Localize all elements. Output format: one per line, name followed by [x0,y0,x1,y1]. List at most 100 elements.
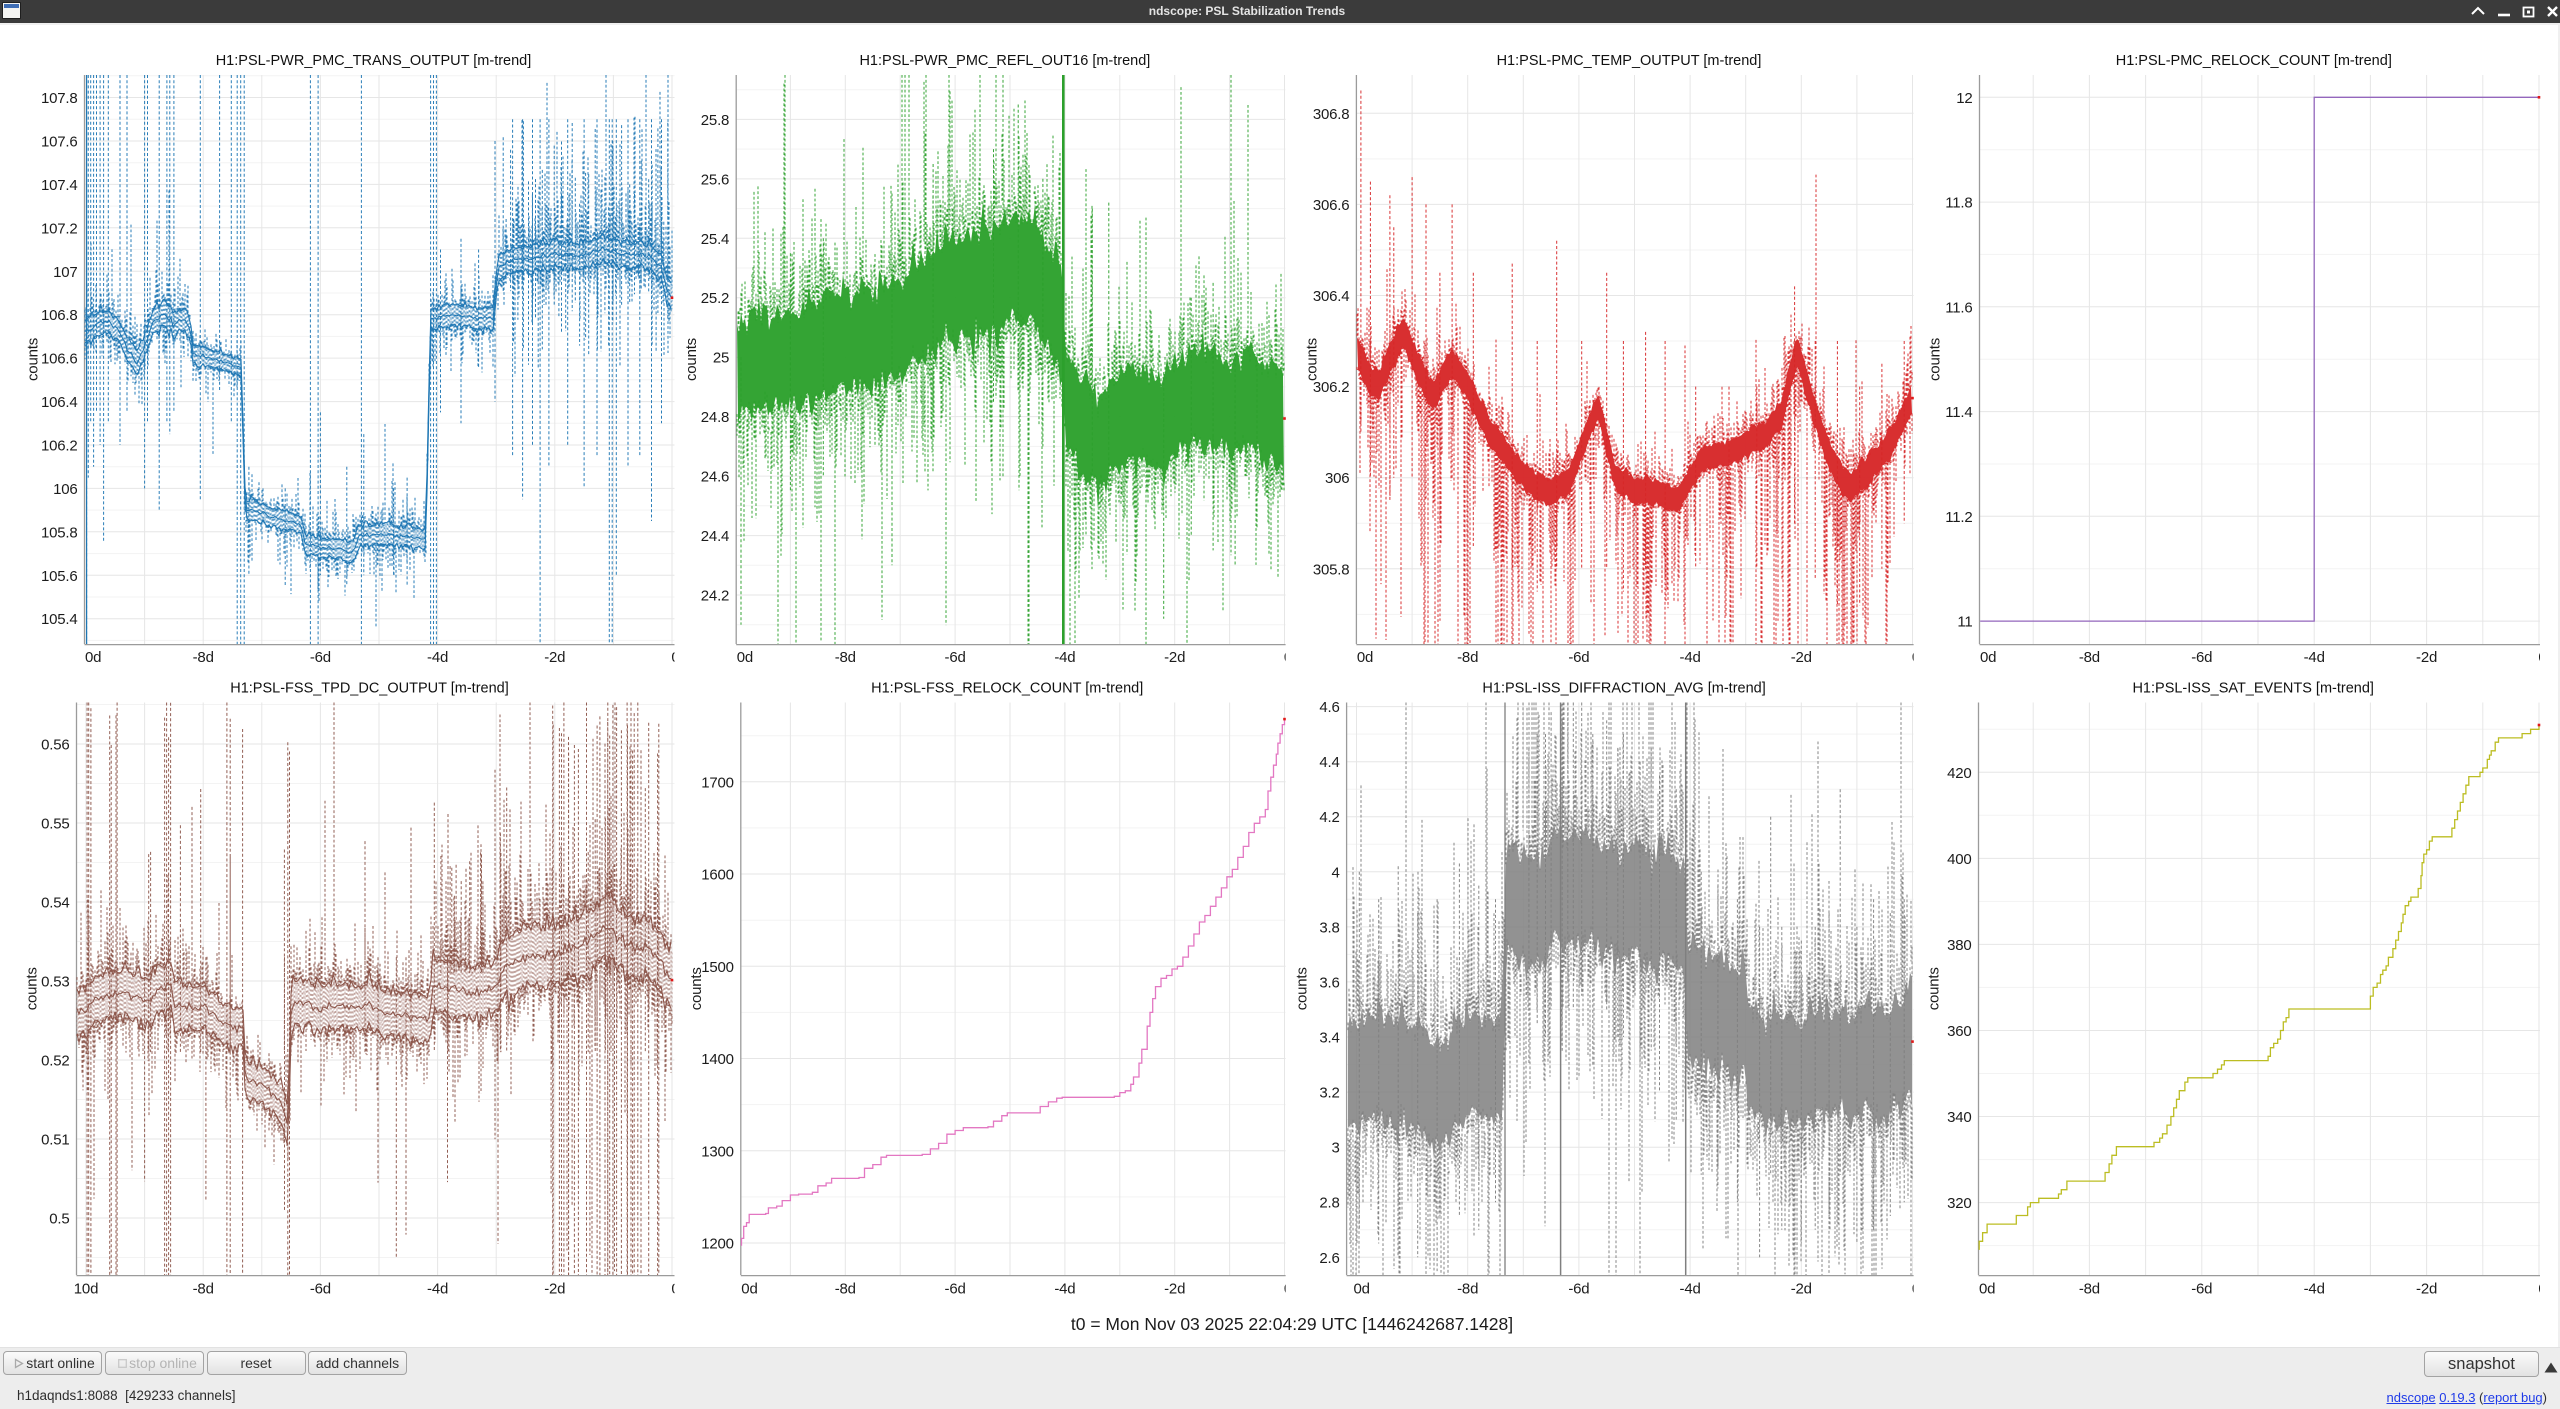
svg-text:107.8: 107.8 [41,90,78,107]
svg-text:106.6: 106.6 [41,351,78,368]
svg-text:360: 360 [1947,1023,1971,1040]
svg-text:0d: 0d [1979,1281,1995,1298]
svg-text:11.2: 11.2 [1945,509,1972,526]
svg-text:11: 11 [1957,614,1972,631]
svg-text:1600: 1600 [701,867,734,884]
svg-text:H1:PSL-FSS_RELOCK_COUNT [m-tre: H1:PSL-FSS_RELOCK_COUNT [m-trend] [871,681,1143,697]
svg-text:counts: counts [683,338,700,381]
svg-text:25: 25 [713,350,729,367]
svg-text:106.8: 106.8 [41,307,78,324]
svg-text:2.8: 2.8 [1319,1195,1339,1212]
svg-text:counts: counts [1294,967,1311,1010]
svg-text:-6d: -6d [1568,1281,1589,1298]
svg-text:0d: 0d [1357,649,1373,666]
svg-text:H1:PSL-PMC_RELOCK_COUNT [m-tre: H1:PSL-PMC_RELOCK_COUNT [m-trend] [2116,53,2392,69]
svg-text:0.53: 0.53 [41,974,69,991]
svg-text:306: 306 [1325,470,1349,487]
svg-text:0: 0 [1284,649,1292,666]
svg-text:-4d: -4d [1680,649,1701,666]
svg-text:H1:PSL-FSS_TPD_DC_OUTPUT [m-tr: H1:PSL-FSS_TPD_DC_OUTPUT [m-trend] [230,681,509,697]
svg-text:3.2: 3.2 [1319,1085,1339,1102]
svg-text:11.6: 11.6 [1945,299,1972,316]
svg-text:380: 380 [1947,937,1971,954]
svg-text:-4d: -4d [1054,1281,1075,1298]
svg-text:107.6: 107.6 [41,134,78,151]
svg-text:H1:PSL-PMC_TEMP_OUTPUT [m-tren: H1:PSL-PMC_TEMP_OUTPUT [m-trend] [1497,53,1762,69]
svg-text:106.2: 106.2 [41,438,78,455]
svg-text:-8d: -8d [835,649,856,666]
svg-text:-8d: -8d [835,1281,856,1298]
svg-text:105.8: 105.8 [41,524,78,541]
svg-text:-2d: -2d [544,649,565,666]
svg-text:H1:PSL-ISS_DIFFRACTION_AVG [m-: H1:PSL-ISS_DIFFRACTION_AVG [m-trend] [1482,681,1765,697]
svg-text:0.51: 0.51 [41,1132,69,1149]
svg-text:-2d: -2d [1791,1281,1812,1298]
svg-text:106.4: 106.4 [41,394,78,411]
svg-text:t0 = Mon Nov 03 2025 22:04:29: t0 = Mon Nov 03 2025 22:04:29 UTC [14462… [1071,1314,1513,1334]
svg-text:0.5: 0.5 [49,1211,69,1228]
svg-text:counts: counts [1927,338,1944,381]
svg-text:-4d: -4d [1680,1281,1701,1298]
svg-text:-2d: -2d [1164,649,1185,666]
svg-text:0: 0 [1912,649,1920,666]
svg-text:0d: 0d [85,649,101,666]
svg-text:340: 340 [1947,1109,1971,1126]
svg-text:105.6: 105.6 [41,568,78,585]
svg-text:-4d: -4d [2304,1281,2325,1298]
svg-text:0: 0 [1284,1281,1292,1298]
svg-text:305.8: 305.8 [1313,561,1350,578]
svg-text:11.8: 11.8 [1945,195,1972,212]
svg-text:306.6: 306.6 [1313,197,1350,214]
svg-text:0d: 0d [1980,649,1996,666]
svg-text:107: 107 [53,264,77,281]
svg-text:3.8: 3.8 [1319,919,1339,936]
svg-text:0.56: 0.56 [41,737,69,754]
svg-text:25.6: 25.6 [701,171,729,188]
svg-text:counts: counts [688,967,705,1010]
svg-text:-2d: -2d [1164,1281,1185,1298]
svg-text:H1:PSL-PWR_PMC_REFL_OUT16 [m-t: H1:PSL-PWR_PMC_REFL_OUT16 [m-trend] [859,53,1150,69]
svg-text:306.2: 306.2 [1313,379,1350,396]
svg-text:counts: counts [1926,967,1943,1010]
svg-text:12: 12 [1956,90,1972,107]
svg-text:107.2: 107.2 [41,220,78,237]
svg-text:0: 0 [2538,649,2546,666]
svg-text:1300: 1300 [701,1143,734,1160]
svg-text:24.4: 24.4 [701,528,729,545]
svg-text:-4d: -4d [427,649,448,666]
svg-text:-2d: -2d [544,1281,565,1298]
svg-text:-8d: -8d [193,649,214,666]
svg-text:-8d: -8d [2079,1281,2100,1298]
svg-text:107.4: 107.4 [41,177,78,194]
svg-text:2.6: 2.6 [1319,1250,1339,1267]
svg-text:counts: counts [1303,338,1320,381]
svg-text:4.6: 4.6 [1319,699,1339,716]
svg-text:306.8: 306.8 [1313,106,1350,123]
svg-text:0d: 0d [1354,1281,1370,1298]
svg-text:3.6: 3.6 [1319,974,1339,991]
svg-text:0: 0 [671,649,679,666]
svg-text:400: 400 [1947,851,1971,868]
svg-text:-4d: -4d [1054,649,1075,666]
svg-text:-6d: -6d [2191,1281,2212,1298]
svg-text:0d: 0d [737,649,753,666]
svg-text:counts: counts [24,967,41,1010]
svg-text:counts: counts [25,338,42,381]
svg-text:11.4: 11.4 [1945,404,1972,421]
svg-text:-6d: -6d [945,1281,966,1298]
svg-text:1700: 1700 [701,774,734,791]
svg-text:0.54: 0.54 [41,895,69,912]
svg-text:-6d: -6d [945,649,966,666]
svg-text:106: 106 [53,481,77,498]
svg-text:24.6: 24.6 [701,469,729,486]
svg-text:0: 0 [671,1281,679,1298]
svg-text:-6d: -6d [310,1281,331,1298]
svg-text:0: 0 [1912,1281,1920,1298]
svg-text:25.4: 25.4 [701,231,729,248]
svg-text:-4d: -4d [2304,649,2325,666]
svg-text:-4d: -4d [427,1281,448,1298]
svg-text:-6d: -6d [310,649,331,666]
svg-text:-2d: -2d [2416,1281,2437,1298]
svg-text:-8d: -8d [1457,1281,1478,1298]
svg-text:H1:PSL-ISS_SAT_EVENTS [m-trend: H1:PSL-ISS_SAT_EVENTS [m-trend] [2132,681,2373,697]
